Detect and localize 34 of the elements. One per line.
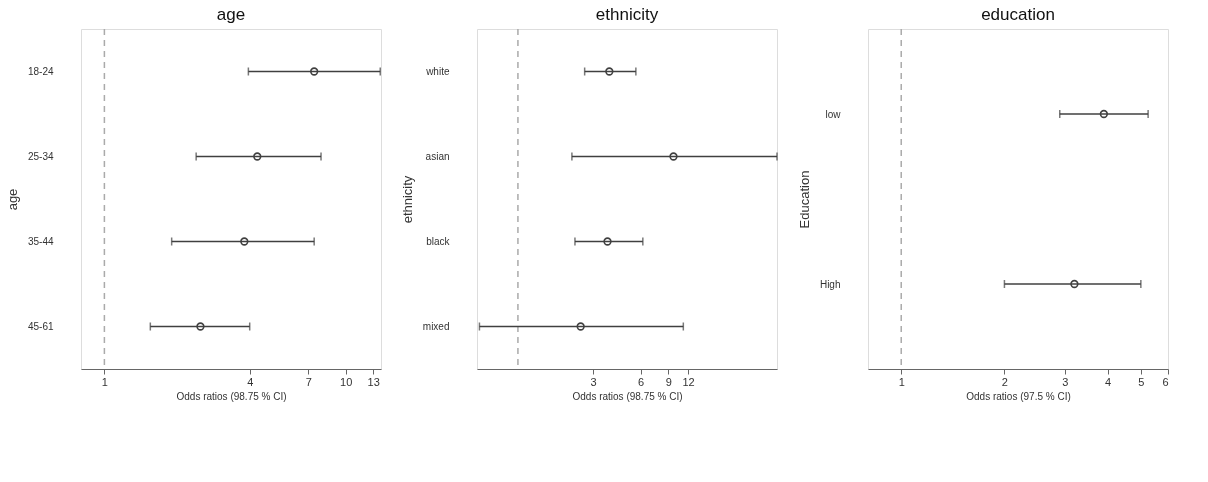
chart-title: ethnicity <box>595 5 659 25</box>
x-tick-label: 7 <box>305 375 312 388</box>
x-tick-label: 4 <box>1105 375 1112 388</box>
x-tick-label: 1 <box>101 375 108 388</box>
y-tick-label: white <box>425 66 450 77</box>
x-tick-label: 9 <box>665 375 672 388</box>
y-tick-label: 18-24 <box>27 66 54 77</box>
x-tick-label: 12 <box>682 375 695 388</box>
y-tick-label: 35-44 <box>27 236 54 247</box>
y-tick-label: black <box>426 236 451 247</box>
x-tick-label: 6 <box>1162 375 1169 388</box>
y-tick-label: mixed <box>422 321 450 332</box>
chart-title: education <box>981 5 1055 25</box>
x-tick-label: 1 <box>898 375 905 388</box>
y-tick-label: 45-61 <box>27 321 54 332</box>
y-tick-label: low <box>825 108 842 120</box>
y-tick-label: 25-34 <box>27 151 54 162</box>
x-axis-title: Odds ratios (98.75 % CI) <box>572 390 683 402</box>
x-tick-label: 5 <box>1138 375 1145 388</box>
x-tick-label: 4 <box>247 375 254 388</box>
y-axis-title: Education <box>796 170 812 229</box>
x-tick-label: 2 <box>1001 375 1008 388</box>
x-tick-label: 10 <box>340 375 353 388</box>
x-tick-label: 13 <box>367 375 380 388</box>
y-axis-title: age <box>4 188 20 211</box>
x-tick-label: 6 <box>638 375 645 388</box>
x-axis-title: Odds ratios (97.5 % CI) <box>966 390 1071 402</box>
y-tick-label: asian <box>425 151 450 162</box>
x-tick-label: 3 <box>590 375 597 388</box>
y-axis-title: ethnicity <box>399 175 415 224</box>
x-tick-label: 3 <box>1062 375 1069 388</box>
chart-title: age <box>216 5 246 25</box>
x-axis-title: Odds ratios (98.75 % CI) <box>176 390 287 402</box>
y-tick-label: High <box>819 278 841 290</box>
